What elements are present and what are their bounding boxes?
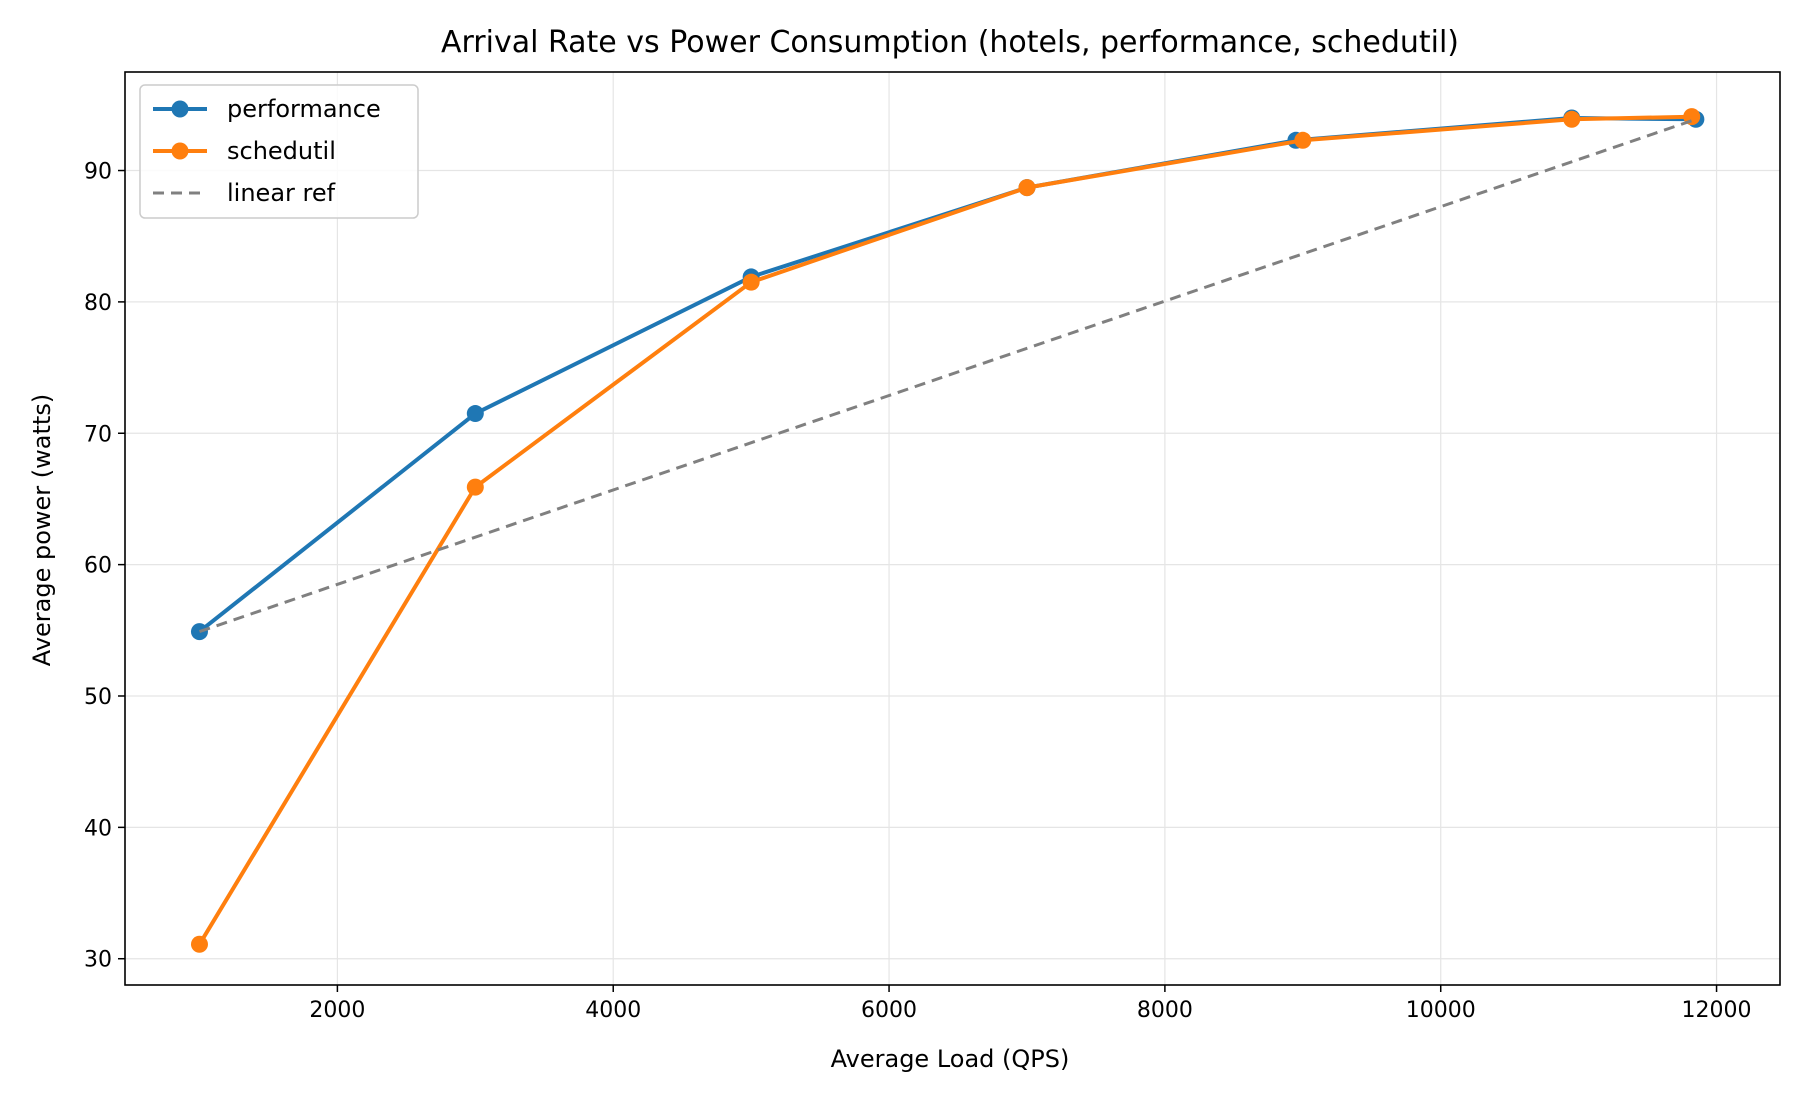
x-tick-label: 8000 xyxy=(1137,998,1193,1023)
y-tick-label: 50 xyxy=(84,685,112,710)
data-point-schedutil xyxy=(190,935,208,953)
legend-label-linear-ref: linear ref xyxy=(227,179,336,207)
legend-label-performance: performance xyxy=(227,95,381,123)
chart-title: Arrival Rate vs Power Consumption (hotel… xyxy=(441,25,1459,60)
series-group xyxy=(190,108,1705,953)
y-tick-label: 60 xyxy=(84,554,112,579)
legend: performance schedutil linear ref xyxy=(139,84,419,219)
data-point-schedutil xyxy=(466,478,484,496)
data-point-schedutil xyxy=(1294,131,1312,149)
data-point-performance xyxy=(466,405,484,423)
x-tick-label: 12000 xyxy=(1682,998,1752,1023)
y-tick-label: 70 xyxy=(84,422,112,447)
series-line-linear-ref xyxy=(199,117,1697,634)
x-tick-label: 6000 xyxy=(861,998,917,1023)
data-point-schedutil xyxy=(1563,110,1581,128)
data-point-performance xyxy=(190,623,208,641)
data-point-schedutil xyxy=(742,273,760,291)
legend-label-schedutil: schedutil xyxy=(227,137,336,165)
legend-marker-performance xyxy=(171,100,189,118)
y-tick-label: 30 xyxy=(84,948,112,973)
x-tick-label: 4000 xyxy=(585,998,641,1023)
series-line-schedutil xyxy=(197,114,1694,947)
y-tick-label: 90 xyxy=(84,160,112,185)
x-tick-label: 10000 xyxy=(1406,998,1476,1023)
legend-box xyxy=(139,84,419,219)
x-tick-label: 2000 xyxy=(309,998,365,1023)
plot-frame xyxy=(124,71,1781,986)
y-tick-label: 40 xyxy=(84,816,112,841)
legend-marker-schedutil xyxy=(171,142,189,160)
y-axis-title: Average power (watts) xyxy=(28,394,56,666)
x-axis-title: Average Load (QPS) xyxy=(831,1045,1070,1073)
gridlines xyxy=(125,72,1780,985)
data-point-schedutil xyxy=(1018,179,1036,197)
y-tick-label: 80 xyxy=(84,291,112,316)
